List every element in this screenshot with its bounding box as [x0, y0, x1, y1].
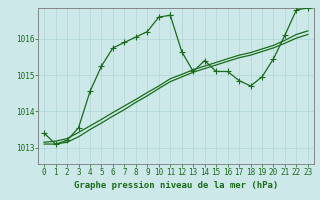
X-axis label: Graphe pression niveau de la mer (hPa): Graphe pression niveau de la mer (hPa): [74, 181, 278, 190]
